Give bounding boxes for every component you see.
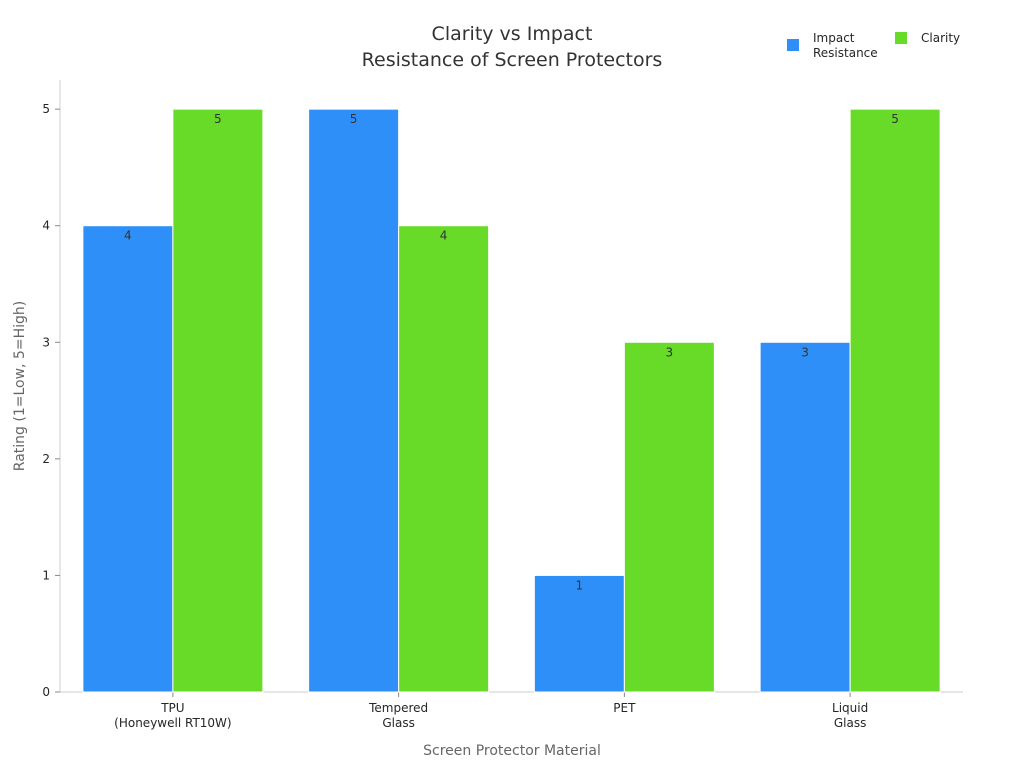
bar-value-label: 4: [124, 229, 132, 243]
x-tick-label: PET: [613, 701, 636, 715]
bar-value-label: 3: [666, 345, 674, 359]
legend-label: Clarity: [921, 31, 960, 45]
bar-value-label: 1: [576, 578, 584, 592]
bar-impact-resistance-4: [759, 341, 851, 693]
x-axis-title: Screen Protector Material: [423, 743, 601, 759]
legend-swatch: [895, 32, 907, 44]
bar-value-label: 5: [350, 112, 358, 126]
axes: 0 1 2 3 4 5 TPU (Honeywell RT10W) Tempered Glass P…: [42, 80, 963, 730]
legend-label: Impact Resistance: [813, 31, 878, 60]
y-tick-label: 5: [42, 102, 50, 116]
x-tick-label: TPU (Honeywell RT10W): [114, 701, 231, 730]
bar-value-label: 4: [440, 229, 448, 243]
legend: Impact Resistance Clarity: [787, 31, 960, 60]
x-tick-label: Liquid Glass: [832, 701, 868, 730]
y-tick-label: 1: [42, 568, 50, 582]
chart-title-line-1: Clarity vs Impact: [432, 23, 593, 45]
y-tick-label: 4: [42, 219, 50, 233]
data-labels: 4 5 5 4 1 3 3 5: [124, 112, 899, 592]
y-tick-label: 3: [42, 335, 50, 349]
bar-clarity-2: [398, 225, 490, 693]
bar-clarity-1: [172, 108, 264, 693]
y-tick-label: 2: [42, 452, 50, 466]
legend-item-clarity: Clarity: [895, 31, 960, 45]
bar-impact-resistance-2: [308, 108, 400, 693]
bar-clarity-3: [623, 341, 715, 693]
y-axis-title: Rating (1=Low, 5=High): [12, 301, 28, 471]
bar-value-label: 5: [891, 112, 899, 126]
bar-impact-resistance-1: [82, 225, 174, 693]
legend-swatch: [787, 39, 799, 51]
bar-value-label: 5: [214, 112, 222, 126]
bar-value-label: 3: [801, 345, 809, 359]
bar-clarity-4: [849, 108, 941, 693]
x-tick-label: Tempered Glass: [368, 701, 428, 730]
chart-title: Clarity vs Impact Resistance of Screen Pr…: [362, 23, 663, 71]
bar-impact-resistance-3: [533, 574, 625, 693]
chart-title-line-2: Resistance of Screen Protectors: [362, 49, 663, 71]
legend-item-impact-resistance: Impact Resistance: [787, 31, 878, 60]
bars: [82, 108, 941, 693]
y-tick-label: 0: [42, 685, 50, 699]
